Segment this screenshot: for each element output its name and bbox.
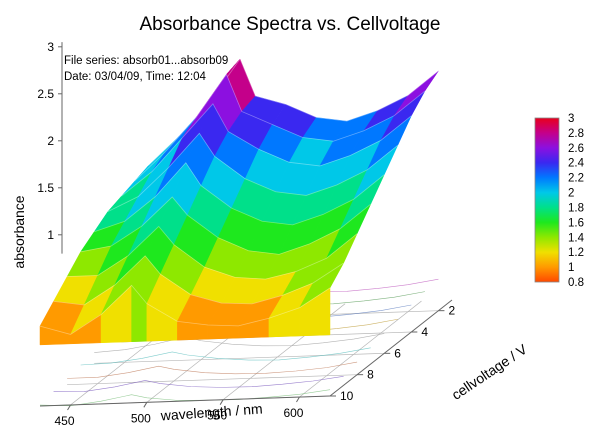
series-line-v6 bbox=[94, 162, 385, 233]
colorbar-rect bbox=[534, 117, 560, 283]
surface-facet bbox=[394, 70, 439, 116]
series-line-v5 bbox=[107, 132, 399, 213]
x-tick-label: 550 bbox=[207, 409, 227, 423]
colorbar: 3 2.8 2.6 2.4 2.2 2 1.8 1.6 1.4 1.2 1 0.8 bbox=[534, 113, 585, 289]
x-tick bbox=[143, 402, 148, 408]
floor-projection-line bbox=[94, 333, 385, 353]
x-axis-label: wavelength / nm bbox=[159, 400, 263, 423]
z-tick-label: 1.5 bbox=[37, 181, 54, 195]
surface-facet bbox=[207, 324, 239, 340]
subtitle-line-2: Date: 03/04/09, Time: 12:04 bbox=[64, 71, 207, 83]
floor-grid-line-x bbox=[299, 300, 422, 398]
colorbar-tick-label: 2.4 bbox=[568, 158, 585, 170]
y-tick-label: 8 bbox=[367, 368, 374, 382]
z-tick-label: 1 bbox=[47, 228, 54, 242]
y-tick-label: 2 bbox=[448, 304, 455, 318]
x-tick bbox=[219, 399, 224, 405]
y-axis-line bbox=[329, 299, 453, 397]
z-tick-label: 2 bbox=[47, 134, 54, 148]
x-tick-label: 450 bbox=[55, 414, 75, 428]
z-axis-label: absorbance bbox=[11, 195, 27, 268]
z-tick-label: 2.5 bbox=[37, 87, 54, 101]
x-axis-line bbox=[39, 395, 331, 407]
floor-projection-line bbox=[53, 376, 344, 393]
colorbar-tick-label: 1 bbox=[568, 262, 574, 274]
series-line-v8 bbox=[67, 225, 358, 280]
floor-projection-line bbox=[80, 347, 371, 366]
floor-grid-line-y bbox=[94, 352, 385, 364]
series-line-v9 bbox=[53, 255, 344, 306]
colorbar-tick-label: 1.2 bbox=[568, 247, 584, 259]
floor-projection-line bbox=[67, 361, 358, 379]
floor-projection-line bbox=[39, 389, 331, 407]
x-tick-label: 500 bbox=[131, 411, 151, 425]
series-line-v10 bbox=[39, 284, 331, 335]
colorbar-tick-label: 0.8 bbox=[568, 277, 584, 289]
colorbar-tick-label: 1.4 bbox=[568, 232, 585, 244]
colorbar-tick-label: 2.8 bbox=[568, 128, 584, 140]
x-tick bbox=[67, 404, 71, 411]
colorbar-tick-label: 1.8 bbox=[568, 202, 584, 214]
z-tick-label: 3 bbox=[47, 40, 54, 54]
x-tick-label: 600 bbox=[283, 406, 303, 420]
floor-grid-line-y bbox=[67, 374, 358, 386]
chart-title: Absorbance Spectra vs. Cellvoltage bbox=[140, 14, 441, 35]
y-tick-label: 4 bbox=[421, 325, 428, 339]
colorbar-tick-label: 1.6 bbox=[568, 217, 584, 229]
y-tick-label: 6 bbox=[394, 346, 401, 360]
surface-facet bbox=[299, 287, 331, 337]
colorbar-tick-label: 3 bbox=[568, 113, 574, 125]
series-line-v3 bbox=[134, 73, 426, 182]
y-tick-label: 10 bbox=[340, 389, 354, 403]
colorbar-tick-label: 2 bbox=[568, 188, 574, 200]
colorbar-tick-label: 2.6 bbox=[568, 143, 584, 155]
axes: 1 1.5 2 2.5 3 450 500 550 600 2 4 6 8 10 bbox=[37, 40, 455, 428]
x-tick bbox=[296, 396, 300, 403]
surface bbox=[39, 58, 439, 346]
colorbar-tick-label: 2.2 bbox=[568, 173, 584, 185]
series-line-v4 bbox=[121, 103, 412, 197]
series-line-v7 bbox=[80, 196, 371, 255]
y-axis-label: cellvoltage / V bbox=[449, 340, 531, 402]
subtitle-line-1: File series: absorb01...absorb09 bbox=[64, 55, 228, 67]
